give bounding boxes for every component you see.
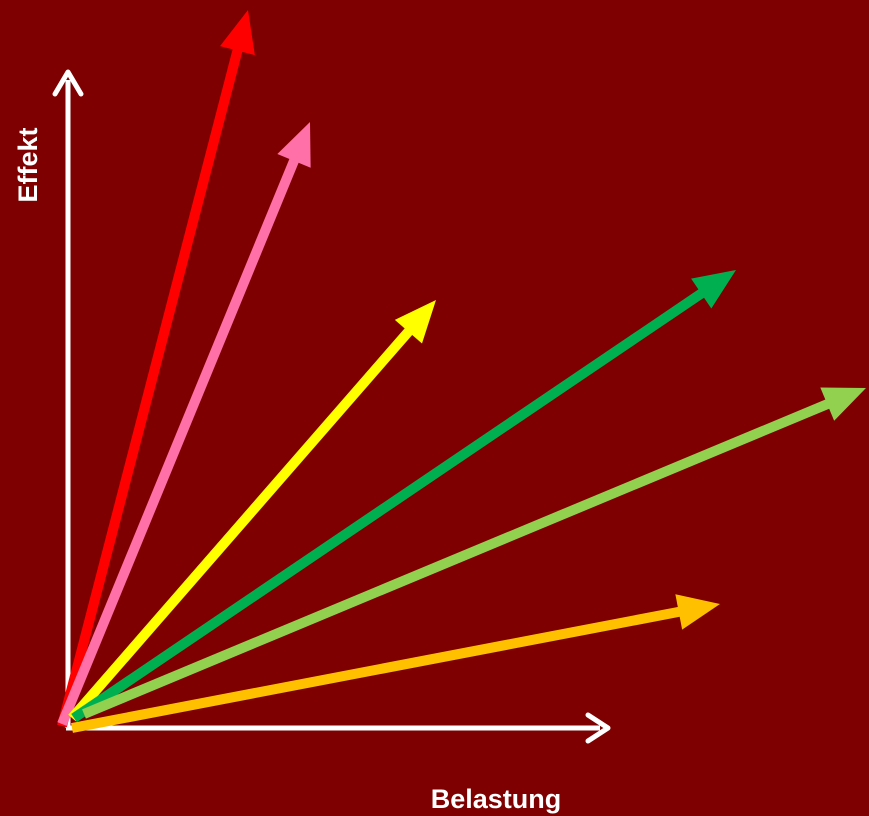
axes [52, 69, 611, 744]
y-axis-arrowhead [52, 69, 84, 97]
dark-green-arrow-head [691, 270, 736, 309]
orange-arrow-head [675, 594, 720, 630]
x-axis-arrowhead [585, 712, 611, 744]
y-axis-label: Effekt [13, 127, 43, 202]
red-arrow-head [220, 10, 255, 56]
red-arrow-shaft [57, 45, 244, 728]
pink-arrow-head [277, 122, 311, 168]
arrows [57, 10, 866, 733]
red-arrow [57, 10, 255, 728]
pink-arrow-shaft [57, 155, 301, 726]
yellow-arrow-head [394, 300, 436, 344]
yellow-arrow [68, 300, 436, 722]
light-green-arrow [82, 387, 866, 719]
light-green-arrow-head [820, 387, 866, 421]
x-axis-label: Belastung [431, 784, 562, 814]
orange-arrow-shaft [71, 606, 684, 733]
orange-arrow [71, 594, 720, 733]
yellow-arrow-shaft [68, 325, 415, 722]
light-green-arrow-shaft [82, 398, 833, 719]
dark-green-arrow [71, 270, 736, 723]
dark-green-arrow-shaft [71, 287, 708, 723]
pink-arrow [57, 122, 311, 726]
